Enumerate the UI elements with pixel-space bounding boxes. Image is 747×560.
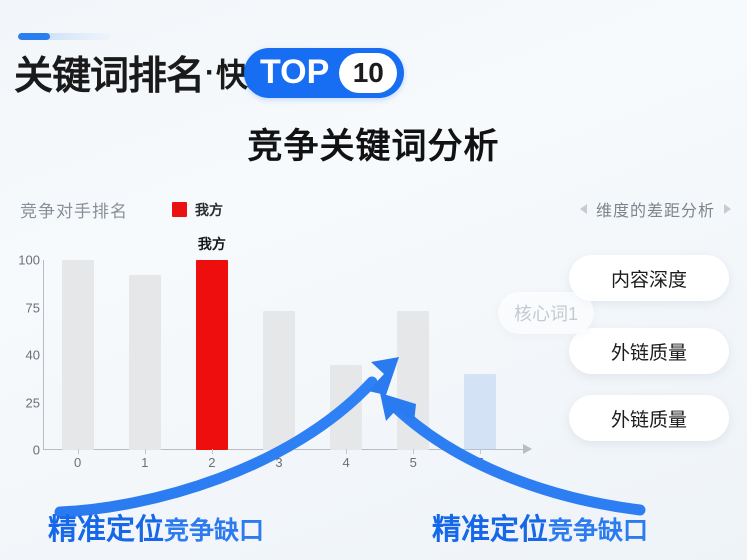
x-axis-tick-mark bbox=[77, 449, 79, 454]
top-badge-count: 10 bbox=[339, 53, 398, 93]
y-axis-tick: 25 bbox=[25, 395, 40, 410]
x-axis-tick-mark bbox=[144, 449, 146, 454]
x-axis-tick: 5 bbox=[409, 455, 417, 470]
x-axis-tick-mark bbox=[346, 449, 348, 454]
chart-header: 竞争对手排名 我方 bbox=[20, 197, 223, 222]
caption-right-weak: 竞争缺口 bbox=[548, 517, 649, 545]
y-axis-line bbox=[43, 260, 44, 450]
chevron-left-icon[interactable] bbox=[579, 204, 587, 214]
dimension-card-label: 外链质量 bbox=[610, 409, 687, 431]
x-axis-tick: 0 bbox=[73, 455, 82, 470]
plot-area: 我方 bbox=[44, 236, 514, 450]
dimension-card-2[interactable]: 外链质量 bbox=[569, 395, 729, 441]
dimension-card-label: 内容深度 bbox=[610, 269, 687, 291]
bar-3[interactable] bbox=[263, 311, 295, 450]
y-axis-tick: 75 bbox=[25, 300, 40, 315]
bar-annotation-mine: 我方 bbox=[197, 236, 226, 252]
bar-4[interactable] bbox=[330, 364, 363, 450]
top-badge-label: TOP bbox=[260, 53, 330, 91]
x-axis-tick-mark bbox=[480, 449, 482, 454]
x-axis-tick: 5 bbox=[476, 455, 485, 470]
chart-legend: 我方 bbox=[172, 200, 223, 220]
dimension-card-label: 外链质量 bbox=[610, 342, 687, 364]
caption-right-strong: 精准定位 bbox=[432, 514, 549, 546]
dimension-card-0[interactable]: 内容深度 bbox=[569, 255, 729, 301]
header-progress-bar bbox=[18, 33, 110, 40]
keyword-ghost-label: 核心词1 bbox=[513, 304, 578, 324]
bar-0[interactable] bbox=[61, 260, 94, 450]
x-axis-tick-mark bbox=[413, 449, 415, 454]
keyword-ghost-card[interactable]: 核心词1 bbox=[498, 292, 594, 334]
caption-left: 精准定位 竞争缺口 bbox=[48, 506, 264, 548]
bar-2[interactable] bbox=[195, 260, 228, 450]
caption-left-weak: 竞争缺口 bbox=[164, 517, 265, 545]
y-axis-labels: 100 75 40 25 0 bbox=[0, 245, 40, 458]
y-axis-tick: 100 bbox=[18, 252, 40, 268]
x-axis-tick: 1 bbox=[141, 455, 149, 470]
header-separator: · bbox=[205, 56, 216, 89]
side-panel-header: 维度的差距分析 bbox=[579, 197, 731, 221]
caption-right: 精准定位 竞争缺口 bbox=[432, 506, 648, 548]
x-axis-arrow-icon bbox=[523, 444, 532, 454]
chart-subtitle: 竞争对手排名 bbox=[20, 202, 128, 221]
x-axis-tick-mark bbox=[211, 449, 213, 454]
top-rank-badge[interactable]: TOP 10 bbox=[244, 48, 405, 98]
page-title: 竞争关键词分析 bbox=[247, 127, 500, 166]
legend-swatch-icon bbox=[172, 202, 187, 217]
y-axis-tick: 0 bbox=[32, 442, 40, 458]
bar-1[interactable] bbox=[128, 275, 161, 450]
x-axis-tick-mark bbox=[279, 449, 280, 454]
caption-left-strong: 精准定位 bbox=[48, 514, 165, 546]
header-main-text: 关键词排名 bbox=[14, 55, 205, 98]
y-axis-tick: 40 bbox=[25, 347, 40, 363]
chevron-right-icon[interactable] bbox=[724, 204, 731, 214]
x-axis-tick: 4 bbox=[342, 455, 350, 470]
x-axis-tick: 3 bbox=[275, 455, 283, 470]
bar-5[interactable] bbox=[397, 311, 430, 450]
x-axis-tick: 2 bbox=[208, 455, 216, 470]
side-panel-title: 维度的差距分析 bbox=[595, 203, 715, 220]
bar-5[interactable] bbox=[464, 374, 497, 450]
header-bar: 关键词排名 · 快速 TOP 10 bbox=[14, 45, 405, 101]
dimension-card-1[interactable]: 外链质量 bbox=[569, 328, 729, 374]
legend-label: 我方 bbox=[195, 201, 223, 218]
bar-chart: 100 75 40 25 0 我方 0 1 2 3 4 5 5 bbox=[0, 236, 560, 480]
header-progress-fill bbox=[18, 33, 51, 40]
